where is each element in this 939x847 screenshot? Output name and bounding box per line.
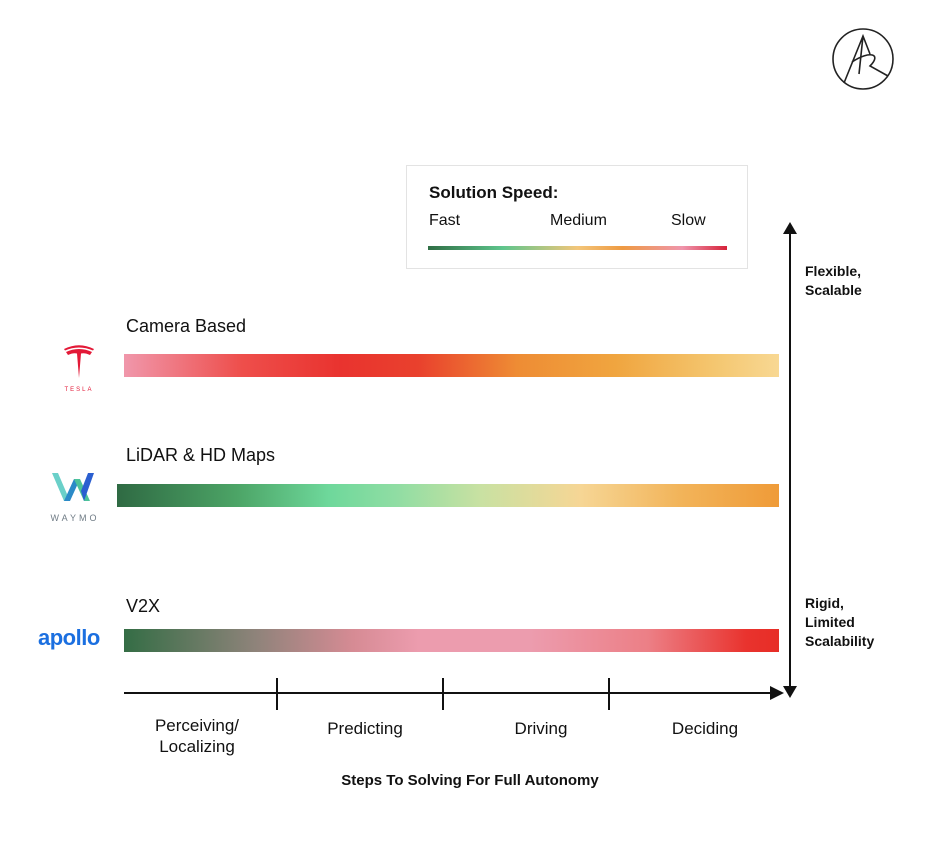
legend-gradient-bar — [428, 246, 727, 250]
tesla-wordmark: TESLA — [64, 387, 94, 393]
apollo-logo-icon: apollo — [38, 625, 100, 650]
horizontal-axis-title: Steps To Solving For Full Autonomy — [341, 772, 599, 789]
tesla-logo-icon — [64, 345, 94, 378]
speed-bar-lidar — [117, 484, 779, 507]
step-label-line: Localizing — [159, 737, 235, 756]
approach-label-v2x: V2X — [126, 596, 161, 616]
legend: Solution Speed: Fast Medium Slow — [406, 165, 748, 269]
step-label-perceiving: Perceiving/ Localizing — [132, 715, 262, 757]
speed-bar-v2x — [124, 629, 779, 652]
approach-label-camera: Camera Based — [126, 316, 247, 336]
step-label-deciding: Deciding — [671, 719, 739, 738]
ark-logo-icon — [832, 28, 894, 90]
vertical-axis-bottom-label-line: Rigid, — [805, 595, 844, 611]
vertical-axis-top-label-line: Flexible, — [805, 263, 862, 279]
horizontal-axis-arrow-icon — [124, 678, 784, 710]
legend-medium-label: Medium — [550, 212, 607, 229]
vertical-axis-top-label: Flexible, Scalable — [805, 262, 862, 300]
legend-slow-label: Slow — [671, 212, 706, 229]
waymo-logo-icon — [52, 473, 94, 501]
step-label-driving: Driving — [514, 719, 568, 738]
approach-label-lidar: LiDAR & HD Maps — [126, 445, 276, 465]
vertical-axis-bottom-label-line: Limited — [805, 614, 855, 630]
legend-fast-label: Fast — [429, 212, 461, 229]
waymo-wordmark: WAYMO — [50, 513, 100, 523]
step-label-line: Perceiving/ — [154, 716, 240, 735]
vertical-axis-arrow-icon — [783, 222, 797, 698]
step-label-predicting: Predicting — [327, 719, 403, 738]
speed-bar-camera — [124, 354, 779, 377]
vertical-axis-bottom-label-line: Scalability — [805, 633, 875, 649]
vertical-axis-bottom-label: Rigid, Limited Scalability — [805, 594, 874, 651]
legend-title: Solution Speed: — [429, 183, 559, 202]
vertical-axis-top-label-line: Scalable — [805, 282, 862, 298]
